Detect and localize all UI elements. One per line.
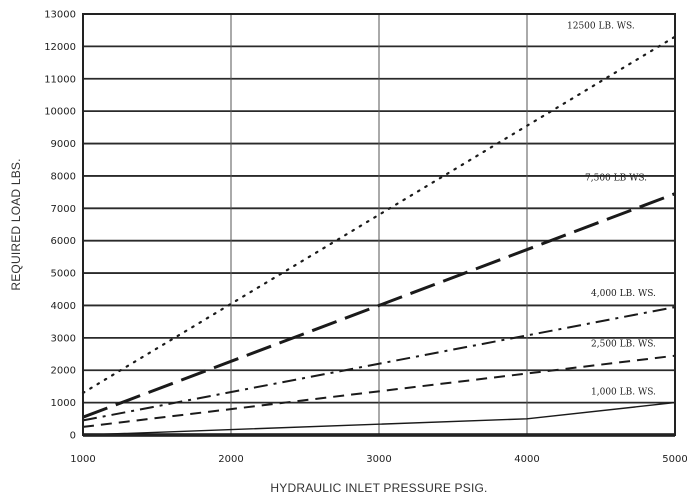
series-line-3 [82, 306, 676, 422]
x-tick-label: 4000 [514, 454, 539, 465]
y-tick-label: 8000 [51, 171, 76, 182]
y-axis-title: REQUIRED LOAD LBS. [9, 158, 23, 290]
y-tick-label: 7000 [51, 204, 76, 215]
y-tick-label: 11000 [44, 74, 76, 85]
y-tick-label: 3000 [51, 333, 76, 344]
y-tick-label: 10000 [44, 107, 76, 118]
y-tick-label: 13000 [44, 10, 76, 21]
series-label-3: 4,000 LB. WS. [591, 289, 656, 299]
y-tick-label: 5000 [51, 269, 76, 280]
x-tick-label: 2000 [218, 454, 243, 465]
series-label-4: 2,500 LB. WS. [591, 340, 656, 350]
series-line-2 [82, 192, 676, 419]
series-line-5 [82, 401, 676, 436]
y-tick-label: 2000 [51, 366, 76, 377]
tick-labels: 0 1000 2000 3000 4000 5000 6000 7000 8000 9000 100… [44, 10, 687, 466]
series-lines [81, 35, 677, 436]
x-tick-label: 5000 [662, 454, 687, 465]
series-labels: 12500 LB. WS. 7,500 LB WS. 4,000 LB. WS. 2,… [567, 22, 656, 398]
y-tick-label: 6000 [51, 236, 76, 247]
series-label-1: 12500 LB. WS. [567, 22, 635, 32]
x-tick-label: 1000 [70, 454, 95, 465]
y-tick-label: 4000 [51, 301, 76, 312]
y-tick-label: 1000 [51, 398, 76, 409]
plot-frame [82, 13, 676, 436]
y-tick-label: 12000 [44, 42, 76, 53]
y-tick-label: 0 [70, 431, 76, 442]
x-axis-title: HYDRAULIC INLET PRESSURE PSIG. [270, 481, 487, 495]
series-label-2: 7,500 LB WS. [585, 174, 647, 184]
series-line-4 [82, 354, 676, 428]
series-label-5: 1,000 LB. WS. [591, 388, 656, 398]
y-tick-label: 9000 [51, 139, 76, 150]
grid [82, 13, 676, 437]
x-tick-label: 3000 [366, 454, 391, 465]
